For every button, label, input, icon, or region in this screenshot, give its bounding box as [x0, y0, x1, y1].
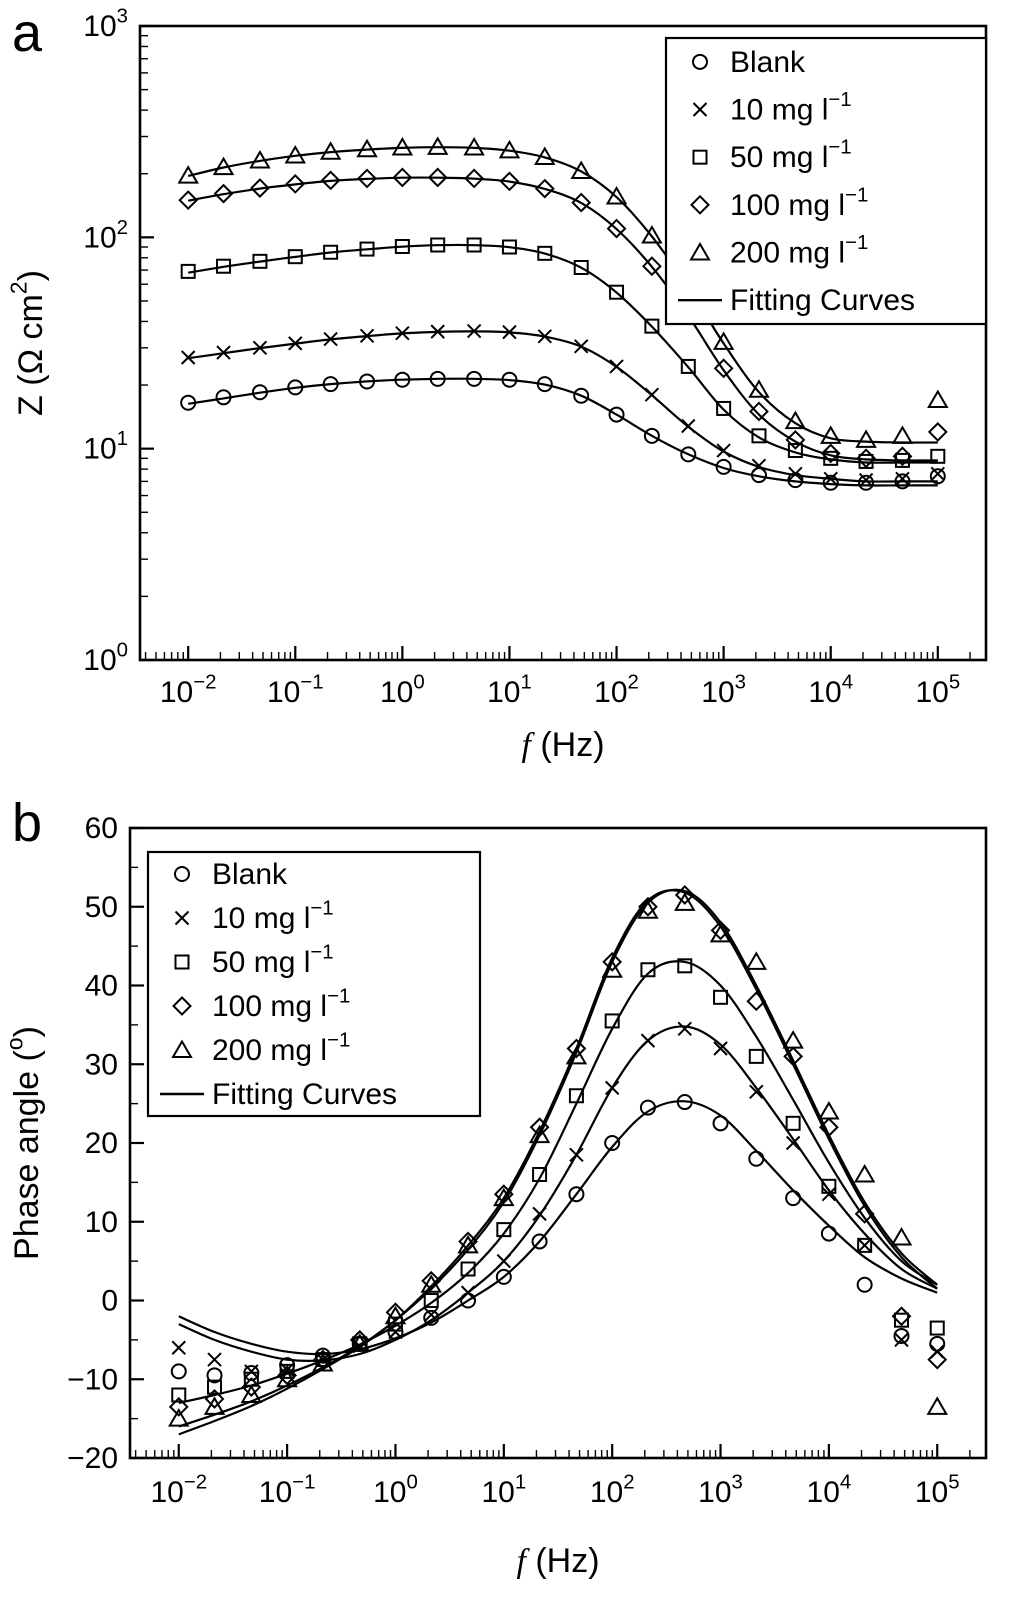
fit-curve-blank-fit: [178, 1100, 938, 1356]
x-tick-label: 103: [701, 672, 746, 710]
panel-a: 10−2 10−1 100 101 102 103 104 105 100 101 102 103 Bl…: [6, 6, 988, 764]
legend-entry-label: 10 mg l−1: [730, 89, 852, 127]
legend-entry-label: Blank: [730, 46, 806, 79]
fit-curve-10mg-fit: [178, 1025, 938, 1362]
x-tick-label: 105: [915, 1472, 960, 1510]
fit-curve-200mg-fit: [187, 146, 938, 444]
fit-curve-50mg-fit: [188, 243, 938, 464]
series-blank: [180, 370, 946, 491]
y-tick-label: 100: [83, 640, 128, 678]
y-axis-title: Z (Ω cm2): [6, 270, 50, 416]
legend-entry-label: 100 mg l−1: [212, 986, 350, 1024]
panel-a-label: a: [12, 3, 43, 63]
y-tick-label: −20: [67, 1442, 118, 1475]
legend-entry-label: 50 mg l−1: [212, 942, 334, 980]
x-tick-label: 101: [487, 672, 532, 710]
legend-box: [664, 36, 988, 326]
x-tick-label: 105: [915, 672, 960, 710]
y-tick-label: 50: [85, 891, 118, 924]
series-10mg: [180, 323, 946, 488]
x-tick-label: 10−2: [160, 672, 217, 710]
x-tick-label: 10−1: [259, 1472, 316, 1510]
x-tick-label: 10−2: [150, 1472, 207, 1510]
y-tick-label: 10: [85, 1206, 118, 1239]
x-tick-label: 104: [807, 1472, 852, 1510]
legend-entry-label: Blank: [212, 858, 288, 891]
legend-entry-label: 10 mg l−1: [212, 898, 334, 936]
x-axis-title: f (Hz): [521, 726, 604, 764]
fitting-curves: [178, 888, 938, 1436]
fit-curve-100mg-fit: [178, 888, 938, 1428]
y-axis-title: Phase angle (o): [2, 1026, 46, 1260]
legend-entry-label: Fitting Curves: [212, 1078, 397, 1111]
axes: 10−2 10−1 100 101 102 103 104 105 −20 −10 0 10 20 30 4…: [67, 812, 971, 1510]
y-tick-label: 40: [85, 970, 118, 1003]
axes: 10−2 10−1 100 101 102 103 104 105 100 101 102 103: [83, 6, 971, 710]
legend-box: [146, 850, 482, 1118]
legend-entry-label: 100 mg l−1: [730, 184, 868, 222]
fit-curve-200mg-fit: [178, 889, 938, 1436]
y-tick-label: −10: [67, 1363, 118, 1396]
fit-curve-100mg-fit: [187, 176, 938, 462]
series-10mg: [171, 1021, 945, 1379]
x-tick-label: 10−1: [267, 672, 324, 710]
series-100mg: [168, 885, 948, 1417]
x-tick-label: 100: [380, 672, 425, 710]
legend-entry-label: 50 mg l−1: [730, 137, 852, 175]
fit-curve-10mg-fit: [188, 330, 938, 483]
series-100mg: [178, 167, 948, 469]
y-tick-label: 60: [85, 812, 118, 845]
y-tick-label: 103: [83, 6, 128, 44]
y-tick-label: 101: [83, 428, 128, 466]
legend-entry-label: 200 mg l−1: [212, 1030, 350, 1068]
legend: Blank 10 mg l−1 50 mg l−1 100 mg l−1 200 mg …: [146, 850, 482, 1118]
x-tick-label: 100: [373, 1472, 418, 1510]
fit-curve-50mg-fit: [178, 960, 938, 1404]
x-tick-label: 104: [808, 672, 853, 710]
x-tick-label: 101: [481, 1472, 526, 1510]
fitting-curves: [187, 146, 938, 487]
x-axis-title: f (Hz): [516, 1542, 599, 1580]
x-tick-label: 102: [590, 1472, 635, 1510]
fit-curve-blank-fit: [188, 377, 938, 487]
series-50mg: [171, 958, 945, 1403]
panel-b-label: b: [12, 793, 43, 853]
legend: Blank 10 mg l−1 50 mg l−1 100 mg l−1 200 mg …: [664, 36, 988, 326]
plot-frame: [138, 24, 988, 662]
y-tick-label: 30: [85, 1048, 118, 1081]
y-tick-label: 102: [83, 217, 128, 255]
legend-entry-label: 200 mg l−1: [730, 232, 868, 270]
panel-b: 10−2 10−1 100 101 102 103 104 105 −20 −10 0 10 20 30 4…: [2, 812, 988, 1580]
legend-entry-label: Fitting Curves: [730, 284, 915, 317]
x-tick-label: 102: [594, 672, 639, 710]
series-200mg: [168, 892, 948, 1427]
y-tick-label: 0: [101, 1285, 118, 1318]
x-tick-label: 103: [698, 1472, 743, 1510]
y-tick-label: 20: [85, 1127, 118, 1160]
